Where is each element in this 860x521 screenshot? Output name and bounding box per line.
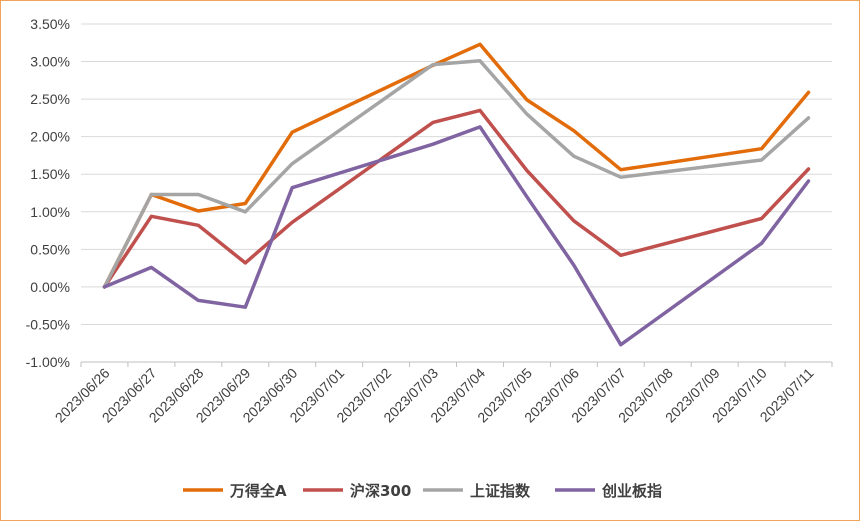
data-point — [572, 219, 576, 222]
y-tick-label: -0.50% — [26, 316, 70, 332]
data-point — [197, 299, 200, 302]
data-point — [619, 343, 622, 346]
data-point — [291, 221, 294, 224]
series-line-3 — [102, 125, 811, 347]
data-point — [807, 91, 810, 94]
data-point — [478, 43, 482, 46]
data-point — [150, 215, 153, 218]
data-point — [244, 305, 247, 309]
data-point — [197, 209, 200, 213]
series-line-1 — [102, 108, 811, 289]
data-point — [197, 193, 200, 196]
data-point — [619, 176, 622, 179]
data-point — [525, 195, 529, 198]
y-tick-label: 0.00% — [30, 279, 70, 295]
gridlines — [80, 23, 833, 367]
data-point — [760, 242, 763, 245]
data-point — [572, 154, 576, 158]
y-tick-label: 3.50% — [30, 16, 70, 32]
y-axis-tick-labels: 3.50% 3.00% 2.50% 2.00% 1.50% 1.00% 0.50% 0.00%… — [26, 16, 70, 370]
legend: 万得全A 沪深300 上证指数 创业板指 — [183, 482, 662, 500]
data-point — [103, 285, 106, 289]
legend-label: 创业板指 — [601, 482, 662, 500]
data-point — [760, 147, 763, 150]
data-point — [572, 263, 576, 267]
legend-label: 上证指数 — [470, 482, 531, 500]
data-point — [150, 193, 153, 196]
series-lines — [102, 42, 811, 347]
data-point — [150, 266, 153, 269]
x-axis-tick-labels: 2023/06/262023/06/272023/06/282023/06/29… — [52, 365, 817, 426]
data-point — [807, 167, 810, 171]
data-point — [807, 116, 810, 120]
data-point — [431, 63, 435, 66]
data-point — [760, 158, 763, 162]
data-point — [291, 130, 294, 134]
data-point — [760, 217, 763, 220]
y-tick-label: 2.50% — [30, 91, 70, 107]
data-point — [431, 142, 435, 146]
data-point — [478, 109, 482, 112]
y-tick-label: -1.00% — [26, 354, 70, 370]
data-point — [244, 210, 247, 213]
data-point — [244, 202, 247, 205]
data-point — [291, 186, 294, 189]
data-point — [431, 121, 435, 124]
data-point — [478, 125, 482, 129]
data-point — [572, 129, 576, 132]
legend-label: 万得全A — [229, 482, 287, 500]
y-tick-label: 1.00% — [30, 204, 70, 220]
data-point — [197, 224, 200, 227]
data-point — [291, 162, 294, 165]
y-tick-label: 3.00% — [30, 54, 70, 70]
data-point — [807, 179, 810, 183]
series-line-2 — [102, 59, 811, 289]
data-point — [619, 254, 622, 257]
data-point — [525, 169, 529, 172]
data-point — [478, 59, 482, 63]
y-tick-label: 2.00% — [30, 129, 70, 145]
data-point — [525, 112, 529, 116]
y-tick-label: 1.50% — [30, 166, 70, 182]
data-point — [244, 261, 247, 265]
series-line-0 — [102, 42, 811, 289]
legend-label: 沪深300 — [350, 482, 411, 500]
y-tick-label: 0.50% — [30, 241, 70, 257]
data-point — [619, 168, 622, 171]
data-point — [525, 98, 529, 102]
